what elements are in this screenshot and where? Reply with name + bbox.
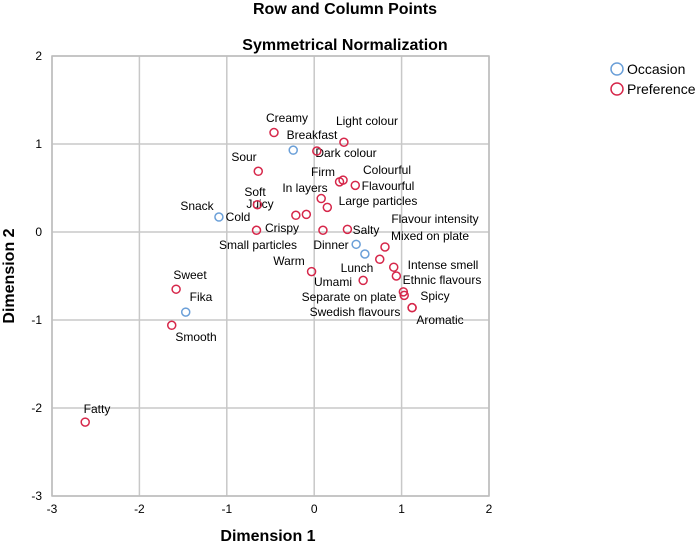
point-label: In layers	[282, 181, 327, 195]
point-label: Snack	[180, 199, 214, 213]
preference-point	[407, 302, 417, 313]
point-label: Lunch	[341, 261, 374, 275]
occasion-point	[214, 212, 224, 222]
point-label: Cold	[226, 210, 251, 224]
point-label: Crispy	[265, 221, 299, 235]
point-label: Colourful	[363, 163, 411, 177]
point-label: Separate on plate	[302, 290, 397, 304]
occasion-point	[288, 145, 298, 155]
point-label: Warm	[273, 254, 305, 268]
point-labels: Breakfast Snack Dinner Lunch Fika Creamy Light…	[84, 111, 482, 416]
y-tick-label: -3	[31, 489, 42, 503]
point-label: Fatty	[84, 402, 111, 416]
preference-point	[316, 193, 326, 204]
y-tick-label: 0	[35, 225, 42, 239]
preference-point	[166, 320, 177, 331]
preference-point	[388, 262, 399, 272]
x-tick-label: -2	[134, 502, 145, 516]
y-axis-label: Dimension 2	[1, 228, 18, 323]
preference-point	[342, 224, 353, 235]
preference-point	[375, 254, 385, 265]
point-label: Soft	[244, 185, 266, 199]
point-label: Swedish flavours	[310, 305, 401, 319]
point-label: Light colour	[336, 114, 398, 128]
point-label: Dinner	[313, 238, 348, 252]
y-tick-label: -2	[31, 401, 42, 415]
preference-point	[171, 284, 181, 294]
point-label: Sour	[231, 150, 256, 164]
x-axis-label: Dimension 1	[220, 528, 315, 545]
point-label: Mixed on plate	[391, 229, 469, 243]
point-label: Umami	[314, 275, 352, 289]
legend-label: Occasion	[627, 61, 685, 77]
chart-title: Row and Column Points	[253, 1, 437, 18]
point-label: Aromatic	[416, 313, 463, 327]
preference-point	[269, 127, 279, 138]
occasion-point	[360, 249, 370, 259]
data-points: Breakfast Snack Dinner Lunch Fika Creamy Light…	[80, 111, 482, 427]
point-label: Firm	[311, 165, 335, 179]
occasion-point	[351, 239, 361, 250]
point-label: Dark colour	[315, 146, 376, 160]
point-label: Sweet	[173, 268, 207, 282]
point-label: Ethnic flavours	[403, 273, 482, 287]
preference-point	[380, 242, 390, 252]
grid	[51, 55, 490, 497]
plot-frame	[51, 55, 490, 497]
point-label: Smooth	[175, 330, 216, 344]
point-label: Breakfast	[287, 128, 338, 142]
preference-point	[251, 225, 262, 235]
preference-point	[312, 146, 322, 156]
preference-point	[252, 199, 263, 210]
tick-labels: -3 -2 -1 0 1 2 2 1 0 -1 -2 -3	[31, 49, 492, 516]
point-label: Juicy	[246, 197, 273, 211]
legend-marker	[610, 82, 624, 96]
occasion-point	[180, 307, 191, 317]
x-tick-label: -3	[47, 502, 58, 516]
point-label: Creamy	[266, 111, 308, 125]
preference-point	[391, 271, 402, 281]
legend-marker	[610, 62, 624, 76]
point-label: Flavourful	[362, 179, 415, 193]
point-label: Intense smell	[408, 258, 479, 272]
preference-point	[301, 209, 312, 220]
point-label: Salty	[353, 223, 380, 237]
preference-point	[350, 180, 361, 191]
preference-point	[318, 225, 328, 235]
preference-point	[253, 166, 264, 177]
preference-point	[291, 210, 301, 221]
point-label: Flavour intensity	[391, 212, 478, 226]
preference-point	[322, 202, 333, 213]
legend-label: Preference	[627, 81, 696, 97]
preference-point	[339, 137, 349, 147]
preference-point	[338, 175, 348, 185]
point-label: Fika	[190, 290, 213, 304]
point-label: Large particles	[339, 194, 418, 208]
preference-point	[306, 266, 317, 277]
preference-point	[358, 275, 368, 286]
y-tick-label: 2	[35, 49, 42, 63]
point-label: Small particles	[219, 238, 297, 252]
preference-point	[399, 290, 409, 301]
legend: Occasion Preference	[610, 61, 696, 97]
x-tick-label: 2	[486, 502, 493, 516]
x-tick-label: 1	[398, 502, 405, 516]
point-label: Spicy	[420, 289, 449, 303]
chart-subtitle: Symmetrical Normalization	[242, 37, 447, 54]
preference-point	[80, 417, 90, 427]
y-tick-label: -1	[31, 313, 42, 327]
y-tick-label: 1	[35, 137, 42, 151]
x-tick-label: 0	[311, 502, 318, 516]
x-tick-label: -1	[221, 502, 232, 516]
